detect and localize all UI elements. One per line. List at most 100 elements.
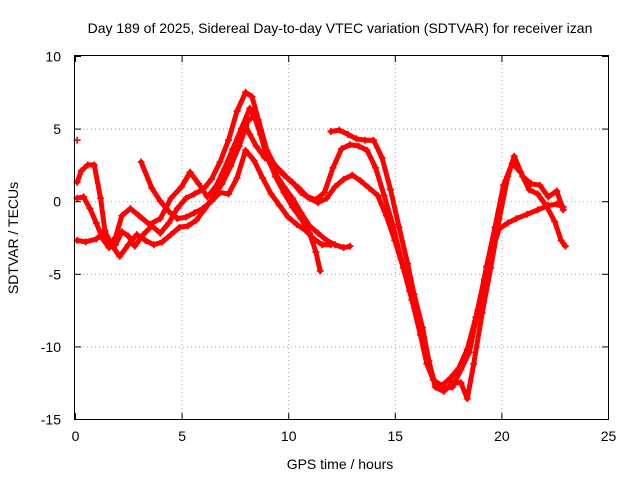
data-point: [365, 184, 373, 192]
data-point: [397, 255, 405, 263]
data-point: [561, 242, 569, 250]
data-point: [338, 145, 345, 153]
data-point: [135, 212, 143, 220]
data-point: [199, 186, 207, 194]
data-point: [97, 194, 105, 202]
data-point: [306, 222, 314, 230]
data-point: [344, 130, 352, 138]
data-point: [470, 360, 478, 368]
data-point: [352, 135, 360, 143]
data-point: [284, 213, 292, 221]
data-point: [186, 168, 194, 176]
data-point: [233, 174, 241, 182]
data-point: [244, 117, 252, 125]
data-point: [131, 242, 139, 250]
data-point: [216, 158, 224, 166]
data-point: [225, 136, 233, 144]
data-point: [327, 241, 335, 249]
data-point: [553, 187, 561, 195]
data-point: [293, 220, 301, 228]
y-tick-label: -10: [41, 339, 61, 355]
data-point: [173, 215, 181, 223]
data-point: [457, 379, 465, 387]
data-point: [271, 170, 279, 178]
data-point: [395, 223, 403, 231]
x-tick-label: 25: [601, 428, 617, 444]
data-point: [478, 309, 486, 317]
data-point: [369, 136, 377, 144]
x-tick-label: 20: [494, 428, 510, 444]
y-tick-label: 5: [53, 121, 61, 137]
data-point: [141, 236, 149, 244]
data-point: [314, 229, 322, 237]
x-tick-label: 0: [72, 428, 80, 444]
data-point: [267, 190, 275, 198]
data-point: [419, 324, 427, 332]
data-series: [73, 88, 569, 403]
data-point: [90, 161, 98, 169]
data-point: [504, 219, 512, 227]
data-point: [534, 206, 542, 214]
data-point: [519, 173, 527, 181]
data-point: [316, 267, 324, 275]
chart-title: Day 189 of 2025, Sidereal Day-to-day VTE…: [88, 20, 593, 36]
data-point: [410, 290, 418, 298]
data-point: [225, 190, 233, 198]
data-point: [340, 244, 348, 252]
data-point: [250, 112, 258, 120]
data-point: [276, 202, 284, 210]
data-point: [297, 209, 305, 217]
x-tick-label: 15: [388, 428, 404, 444]
data-point: [446, 374, 454, 382]
data-point: [156, 215, 164, 223]
data-point: [504, 173, 512, 181]
data-point: [380, 191, 388, 199]
y-axis-label: SDTVAR / TECUs: [5, 182, 21, 294]
data-point: [363, 146, 371, 154]
data-point: [175, 223, 183, 231]
data-point: [133, 231, 141, 239]
data-point: [355, 142, 363, 150]
data-point: [280, 183, 288, 191]
data-point: [312, 196, 320, 204]
data-point: [348, 171, 356, 179]
data-point: [557, 236, 565, 244]
x-axis-label: GPS time / hours: [287, 456, 394, 472]
data-point: [250, 157, 258, 165]
data-point: [77, 167, 85, 175]
data-point: [288, 194, 296, 202]
data-point: [335, 126, 343, 134]
data-point: [190, 190, 198, 198]
data-point: [156, 197, 164, 205]
y-tick-label: -15: [41, 412, 61, 428]
data-point: [165, 207, 173, 215]
data-point: [303, 193, 311, 201]
data-point: [525, 186, 533, 194]
data-point: [269, 159, 277, 167]
data-point: [523, 210, 531, 218]
data-point: [173, 204, 181, 212]
data-point: [80, 193, 88, 201]
data-point: [184, 222, 192, 230]
y-tick-label: -5: [49, 266, 62, 282]
data-point: [318, 241, 326, 249]
data-point: [199, 204, 207, 212]
data-point: [124, 232, 132, 240]
data-point: [389, 220, 397, 228]
data-point: [182, 194, 190, 202]
data-point: [534, 190, 542, 198]
data-point: [448, 379, 456, 387]
data-point: [295, 184, 303, 192]
data-point: [329, 164, 337, 172]
axis-ticks: 0 5 10 15 20 25 10 5 0 -5 -10 -15: [41, 49, 617, 445]
data-point: [487, 264, 495, 272]
data-point: [536, 181, 544, 189]
data-point: [340, 175, 348, 183]
data-point: [229, 145, 237, 153]
data-point: [148, 184, 156, 192]
data-point: [124, 241, 132, 249]
data-point: [92, 219, 100, 227]
data-point: [361, 136, 369, 144]
series-line: [328, 127, 566, 402]
data-point: [259, 174, 267, 182]
